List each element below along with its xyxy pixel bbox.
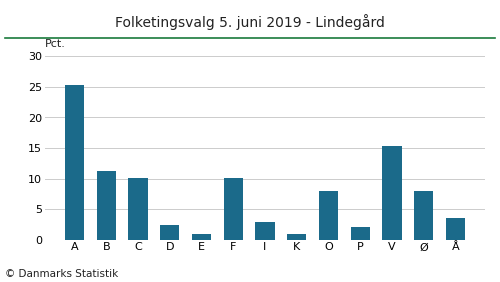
- Text: Pct.: Pct.: [45, 39, 66, 49]
- Text: © Danmarks Statistik: © Danmarks Statistik: [5, 269, 118, 279]
- Bar: [287, 233, 306, 240]
- Bar: [382, 146, 402, 240]
- Bar: [65, 85, 84, 240]
- Bar: [414, 191, 434, 240]
- Bar: [192, 234, 211, 240]
- Text: Folketingsvalg 5. juni 2019 - Lindegård: Folketingsvalg 5. juni 2019 - Lindegård: [115, 14, 385, 30]
- Bar: [128, 178, 148, 240]
- Bar: [350, 228, 370, 240]
- Bar: [319, 191, 338, 240]
- Bar: [224, 178, 243, 240]
- Bar: [96, 171, 116, 240]
- Bar: [446, 218, 465, 240]
- Bar: [256, 222, 274, 240]
- Bar: [160, 225, 180, 240]
